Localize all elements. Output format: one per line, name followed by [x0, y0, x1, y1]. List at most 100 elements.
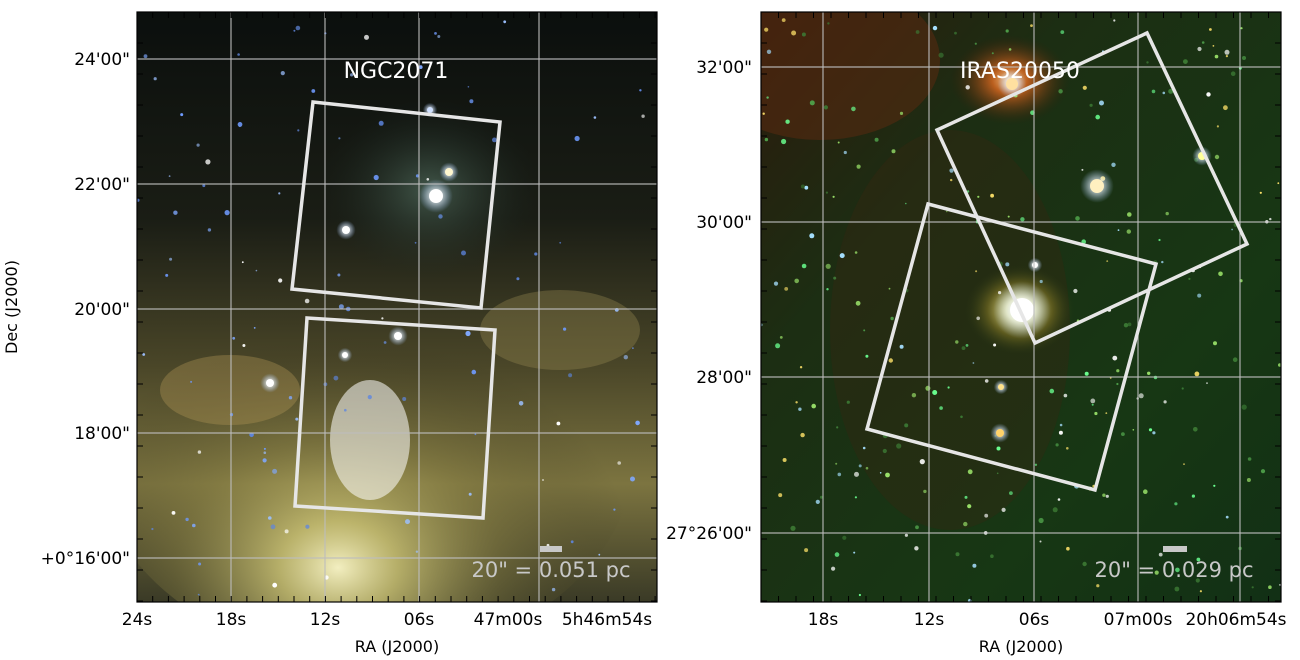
- star: [1084, 371, 1089, 376]
- star: [268, 516, 272, 520]
- star: [202, 184, 206, 188]
- star: [534, 252, 538, 256]
- left-x-tick-label: 12s: [310, 610, 341, 630]
- right-y-tick-label: 28'00": [696, 368, 752, 388]
- left-y-tick-label: 24'00": [74, 50, 130, 70]
- star: [858, 593, 862, 597]
- star: [415, 550, 419, 553]
- star: [947, 386, 950, 389]
- star: [1197, 46, 1202, 52]
- star: [1147, 371, 1151, 375]
- star: [635, 420, 640, 426]
- star: [632, 347, 634, 349]
- star: [1183, 463, 1185, 465]
- star: [1188, 277, 1191, 280]
- star: [1269, 217, 1272, 221]
- right-panel: IRAS20050 20" = 0.029 pc 18s 12s 06s 07m…: [666, 11, 1287, 656]
- star: [137, 198, 140, 202]
- star: [854, 471, 859, 477]
- star: [833, 276, 837, 280]
- star: [1196, 557, 1201, 562]
- star: [904, 533, 909, 537]
- star: [1099, 100, 1104, 106]
- star: [272, 468, 278, 474]
- star: [854, 251, 858, 254]
- star: [825, 263, 831, 269]
- left-x-tick-label: 18s: [216, 610, 247, 630]
- star: [811, 403, 816, 409]
- star: [782, 458, 787, 462]
- star: [798, 407, 802, 411]
- star: [143, 54, 148, 59]
- star: [974, 42, 977, 45]
- star: [950, 178, 953, 182]
- star: [819, 495, 823, 499]
- star: [984, 513, 989, 518]
- star: [237, 53, 240, 56]
- right-scalebar-label: 20" = 0.029 pc: [1095, 558, 1254, 582]
- star: [1121, 432, 1125, 436]
- star: [826, 288, 829, 291]
- star: [224, 210, 230, 216]
- star: [823, 105, 829, 110]
- right-x-tick-label: 18s: [808, 610, 839, 630]
- star: [516, 277, 520, 281]
- star: [856, 164, 861, 169]
- star: [1082, 561, 1087, 567]
- star: [1127, 322, 1132, 327]
- star: [915, 525, 919, 530]
- left-stars: [137, 20, 645, 596]
- star: [1081, 239, 1086, 244]
- star: [1112, 355, 1118, 361]
- star: [142, 353, 146, 356]
- star: [804, 185, 809, 190]
- star: [1216, 125, 1219, 128]
- bright-star: [1032, 262, 1038, 268]
- star: [1277, 182, 1280, 185]
- star: [1127, 212, 1132, 217]
- star: [1260, 469, 1266, 474]
- star: [865, 354, 869, 358]
- star: [192, 523, 196, 528]
- left-footprint-upper: [290, 100, 502, 310]
- star: [1066, 546, 1070, 551]
- star: [593, 116, 597, 119]
- star: [1175, 567, 1180, 573]
- star: [295, 25, 301, 31]
- star: [1105, 494, 1109, 498]
- right-y-tick-label: 30'00": [696, 213, 752, 233]
- star: [862, 446, 866, 450]
- bright-star: [1090, 179, 1104, 193]
- star: [975, 270, 978, 273]
- star: [1117, 229, 1120, 232]
- star: [1214, 54, 1219, 59]
- star: [169, 257, 173, 261]
- star: [966, 190, 970, 193]
- star: [1174, 502, 1178, 506]
- star: [1193, 427, 1198, 432]
- star: [350, 73, 354, 77]
- star: [574, 135, 580, 142]
- star: [1066, 447, 1069, 450]
- star: [333, 375, 339, 381]
- star: [939, 406, 943, 410]
- star: [781, 138, 787, 145]
- star: [241, 261, 244, 264]
- star: [1246, 478, 1251, 482]
- star: [207, 228, 212, 232]
- star: [373, 174, 379, 181]
- star: [1209, 28, 1212, 31]
- star: [827, 22, 830, 25]
- right-title: IRAS20050: [960, 59, 1080, 84]
- star: [1212, 45, 1215, 47]
- star: [854, 496, 858, 499]
- left-y-tick-label: 18'00": [74, 424, 130, 444]
- star: [846, 400, 850, 404]
- star: [197, 593, 200, 596]
- star: [197, 450, 202, 454]
- star: [367, 395, 372, 400]
- star: [904, 423, 909, 428]
- left-title: NGC2071: [344, 59, 449, 84]
- star: [773, 281, 779, 286]
- star: [842, 535, 847, 540]
